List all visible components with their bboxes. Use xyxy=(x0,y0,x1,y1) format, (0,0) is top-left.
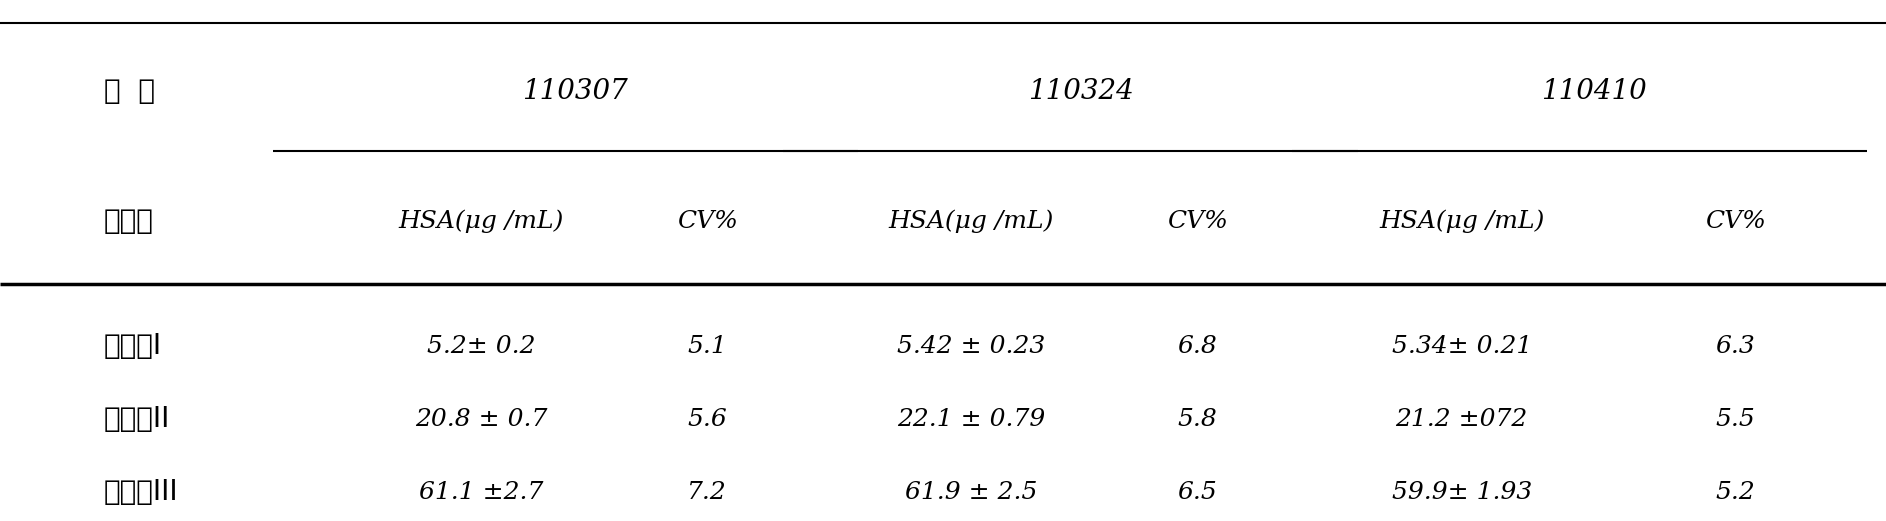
Text: CV%: CV% xyxy=(1167,210,1228,233)
Text: 110307: 110307 xyxy=(522,78,628,105)
Text: 5.5: 5.5 xyxy=(1714,408,1756,431)
Text: CV%: CV% xyxy=(1705,210,1765,233)
Text: 59.9± 1.93: 59.9± 1.93 xyxy=(1392,481,1531,504)
Text: 5.8: 5.8 xyxy=(1177,408,1218,431)
Text: 5.2: 5.2 xyxy=(1714,481,1756,504)
Text: 110410: 110410 xyxy=(1541,78,1646,105)
Text: 6.3: 6.3 xyxy=(1714,335,1756,358)
Text: 5.2± 0.2: 5.2± 0.2 xyxy=(426,335,536,358)
Text: 6.5: 6.5 xyxy=(1177,481,1218,504)
Text: HSA(μg /mL): HSA(μg /mL) xyxy=(398,209,564,233)
Text: 22.1 ± 0.79: 22.1 ± 0.79 xyxy=(898,408,1045,431)
Text: 质控品II: 质控品II xyxy=(104,405,170,433)
Text: 5.34± 0.21: 5.34± 0.21 xyxy=(1392,335,1531,358)
Text: 110324: 110324 xyxy=(1028,78,1133,105)
Text: 质控品III: 质控品III xyxy=(104,478,179,506)
Text: 61.1 ±2.7: 61.1 ±2.7 xyxy=(419,481,543,504)
Text: 20.8 ± 0.7: 20.8 ± 0.7 xyxy=(415,408,547,431)
Text: 7.2: 7.2 xyxy=(687,481,728,504)
Text: 6.8: 6.8 xyxy=(1177,335,1218,358)
Text: 批  号: 批 号 xyxy=(104,77,155,105)
Text: 21.2 ±072: 21.2 ±072 xyxy=(1396,408,1528,431)
Text: 61.9 ± 2.5: 61.9 ± 2.5 xyxy=(905,481,1037,504)
Text: HSA(μg /mL): HSA(μg /mL) xyxy=(888,209,1054,233)
Text: 5.6: 5.6 xyxy=(687,408,728,431)
Text: HSA(μg /mL): HSA(μg /mL) xyxy=(1379,209,1545,233)
Text: 测定值: 测定值 xyxy=(104,207,153,235)
Text: CV%: CV% xyxy=(677,210,737,233)
Text: 5.1: 5.1 xyxy=(687,335,728,358)
Text: 5.42 ± 0.23: 5.42 ± 0.23 xyxy=(898,335,1045,358)
Text: 质控品I: 质控品I xyxy=(104,332,162,361)
